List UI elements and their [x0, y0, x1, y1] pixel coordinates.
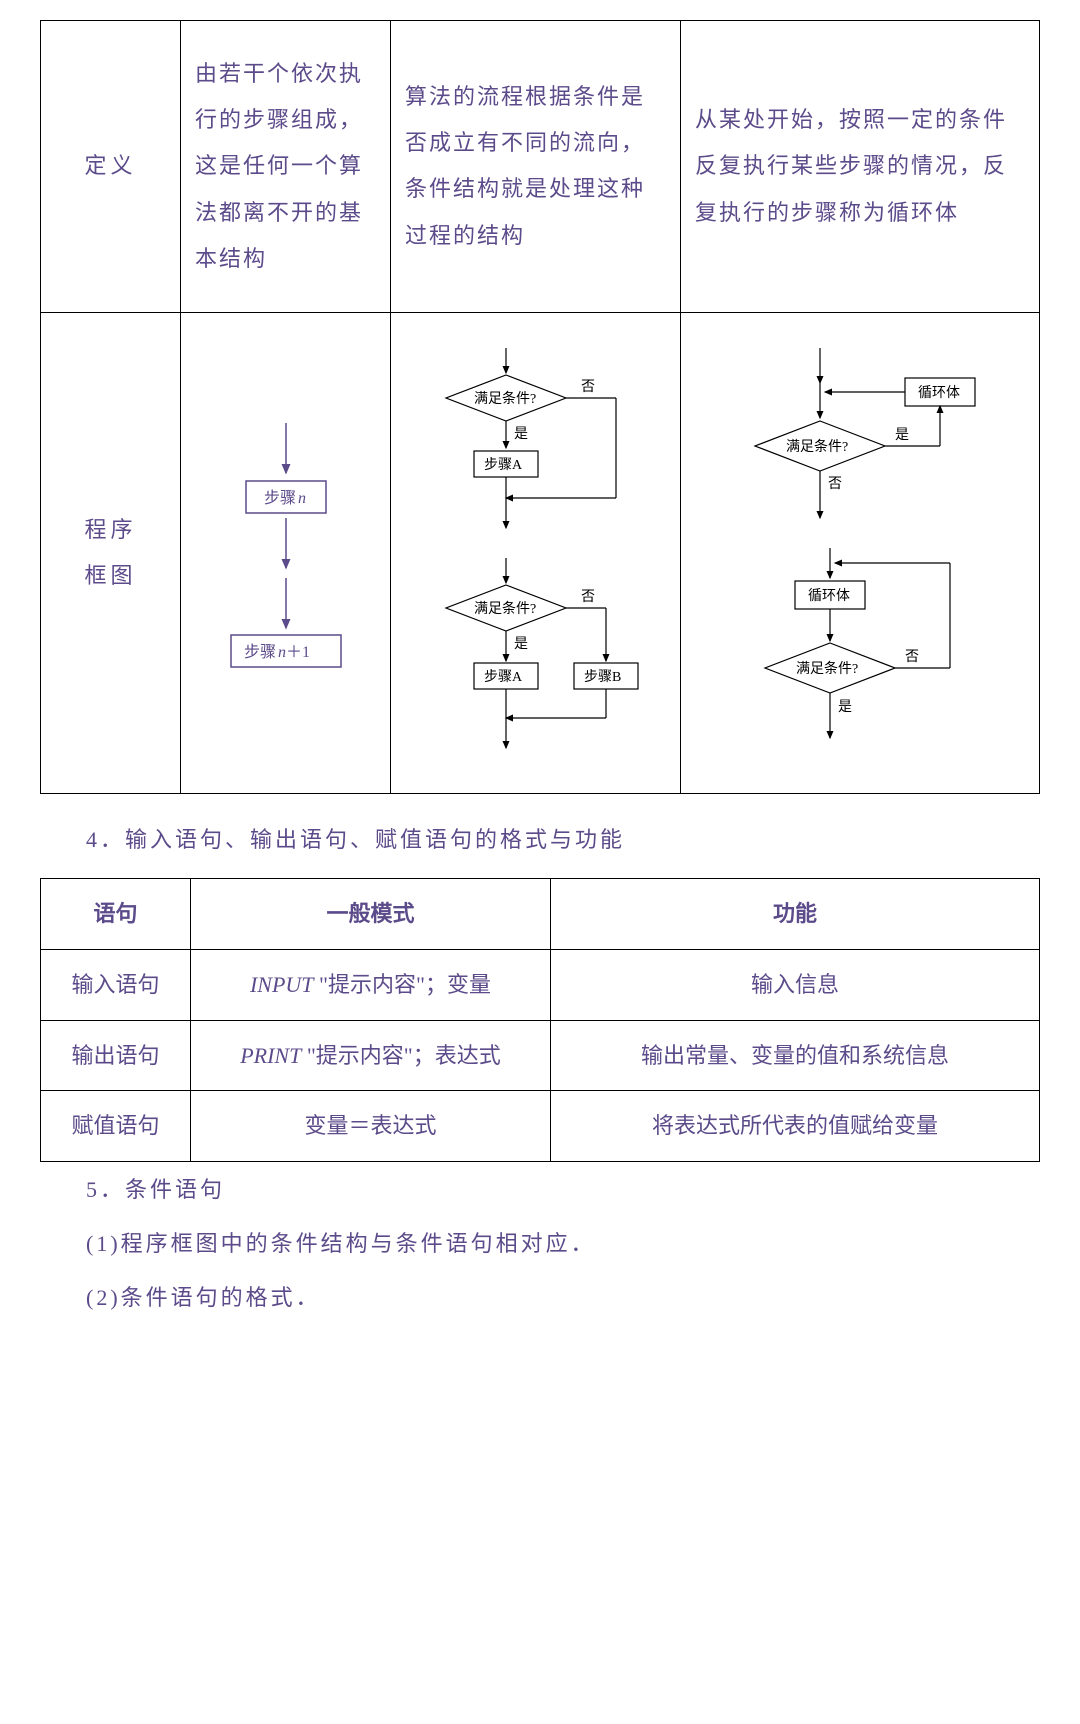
table-row: 定义 由若干个依次执行的步骤组成，这是任何一个算法都离不开的基本结构 算法的流程…: [41, 21, 1040, 313]
condition-diagram: 满足条件? 否 是 步骤A 满足条件? 否 是: [391, 312, 681, 793]
output-stmt-pattern: PRINT "提示内容"；表达式: [191, 1020, 551, 1091]
sequence-flowchart: 步骤n 步骤n＋1: [206, 403, 366, 703]
col-statement: 语句: [41, 878, 191, 949]
statements-table: 语句 一般模式 功能 输入语句 INPUT "提示内容"；变量 输入信息 输出语…: [40, 878, 1040, 1162]
output-stmt-label: 输出语句: [41, 1020, 191, 1091]
para-5-1: (1)程序框图中的条件结构与条件语句相对应．: [86, 1222, 1040, 1266]
svg-text:满足条件?: 满足条件?: [474, 390, 536, 407]
table-row: 输出语句 PRINT "提示内容"；表达式 输出常量、变量的值和系统信息: [41, 1020, 1040, 1091]
svg-text:是: 是: [895, 428, 909, 443]
definition-label: 定义: [41, 21, 181, 313]
section-5-title: 5．条件语句: [86, 1168, 1040, 1212]
col-pattern: 一般模式: [191, 878, 551, 949]
para-5-2: (2)条件语句的格式．: [86, 1276, 1040, 1320]
svg-text:循环体: 循环体: [918, 385, 960, 401]
assign-stmt-pattern: 变量＝表达式: [191, 1091, 551, 1162]
table-row: 赋值语句 变量＝表达式 将表达式所代表的值赋给变量: [41, 1091, 1040, 1162]
input-stmt-pattern: INPUT "提示内容"；变量: [191, 949, 551, 1020]
sequence-diagram: 步骤n 步骤n＋1: [181, 312, 391, 793]
condition-def: 算法的流程根据条件是否成立有不同的流向，条件结构就是处理这种过程的结构: [391, 21, 681, 313]
svg-text:满足条件?: 满足条件?: [796, 660, 858, 677]
svg-text:步骤n: 步骤n: [264, 489, 306, 507]
svg-text:是: 是: [514, 427, 528, 442]
loop-def: 从某处开始，按照一定的条件反复执行某些步骤的情况，反复执行的步骤称为循环体: [681, 21, 1040, 313]
svg-text:否: 否: [581, 590, 595, 605]
condition-flowchart: 满足条件? 否 是 步骤A 满足条件? 否 是: [406, 343, 666, 763]
svg-text:是: 是: [838, 700, 852, 715]
input-stmt-label: 输入语句: [41, 949, 191, 1020]
svg-text:循环体: 循环体: [808, 588, 850, 604]
svg-text:步骤A: 步骤A: [484, 457, 523, 473]
loop-diagram: 满足条件? 循环体 是 否 循环体 满足条件? 否: [681, 312, 1040, 793]
sequence-def: 由若干个依次执行的步骤组成，这是任何一个算法都离不开的基本结构: [181, 21, 391, 313]
output-stmt-func: 输出常量、变量的值和系统信息: [551, 1020, 1040, 1091]
assign-stmt-func: 将表达式所代表的值赋给变量: [551, 1091, 1040, 1162]
section-4-title: 4．输入语句、输出语句、赋值语句的格式与功能: [86, 822, 1040, 854]
table-row: 程序 框图 步骤n 步骤n＋1: [41, 312, 1040, 793]
col-function: 功能: [551, 878, 1040, 949]
svg-text:否: 否: [828, 477, 842, 492]
svg-text:满足条件?: 满足条件?: [786, 438, 848, 455]
svg-text:步骤B: 步骤B: [584, 669, 621, 685]
svg-text:步骤n＋1: 步骤n＋1: [244, 643, 310, 661]
assign-stmt-label: 赋值语句: [41, 1091, 191, 1162]
svg-text:步骤A: 步骤A: [484, 669, 523, 685]
svg-text:是: 是: [514, 637, 528, 652]
svg-text:满足条件?: 满足条件?: [474, 600, 536, 617]
input-stmt-func: 输入信息: [551, 949, 1040, 1020]
table-row: 输入语句 INPUT "提示内容"；变量 输入信息: [41, 949, 1040, 1020]
svg-text:否: 否: [581, 380, 595, 395]
table-row: 语句 一般模式 功能: [41, 878, 1040, 949]
flowchart-label: 程序 框图: [41, 312, 181, 793]
loop-flowchart: 满足条件? 循环体 是 否 循环体 满足条件? 否: [720, 343, 1000, 763]
svg-text:否: 否: [905, 650, 919, 665]
structures-table: 定义 由若干个依次执行的步骤组成，这是任何一个算法都离不开的基本结构 算法的流程…: [40, 20, 1040, 794]
